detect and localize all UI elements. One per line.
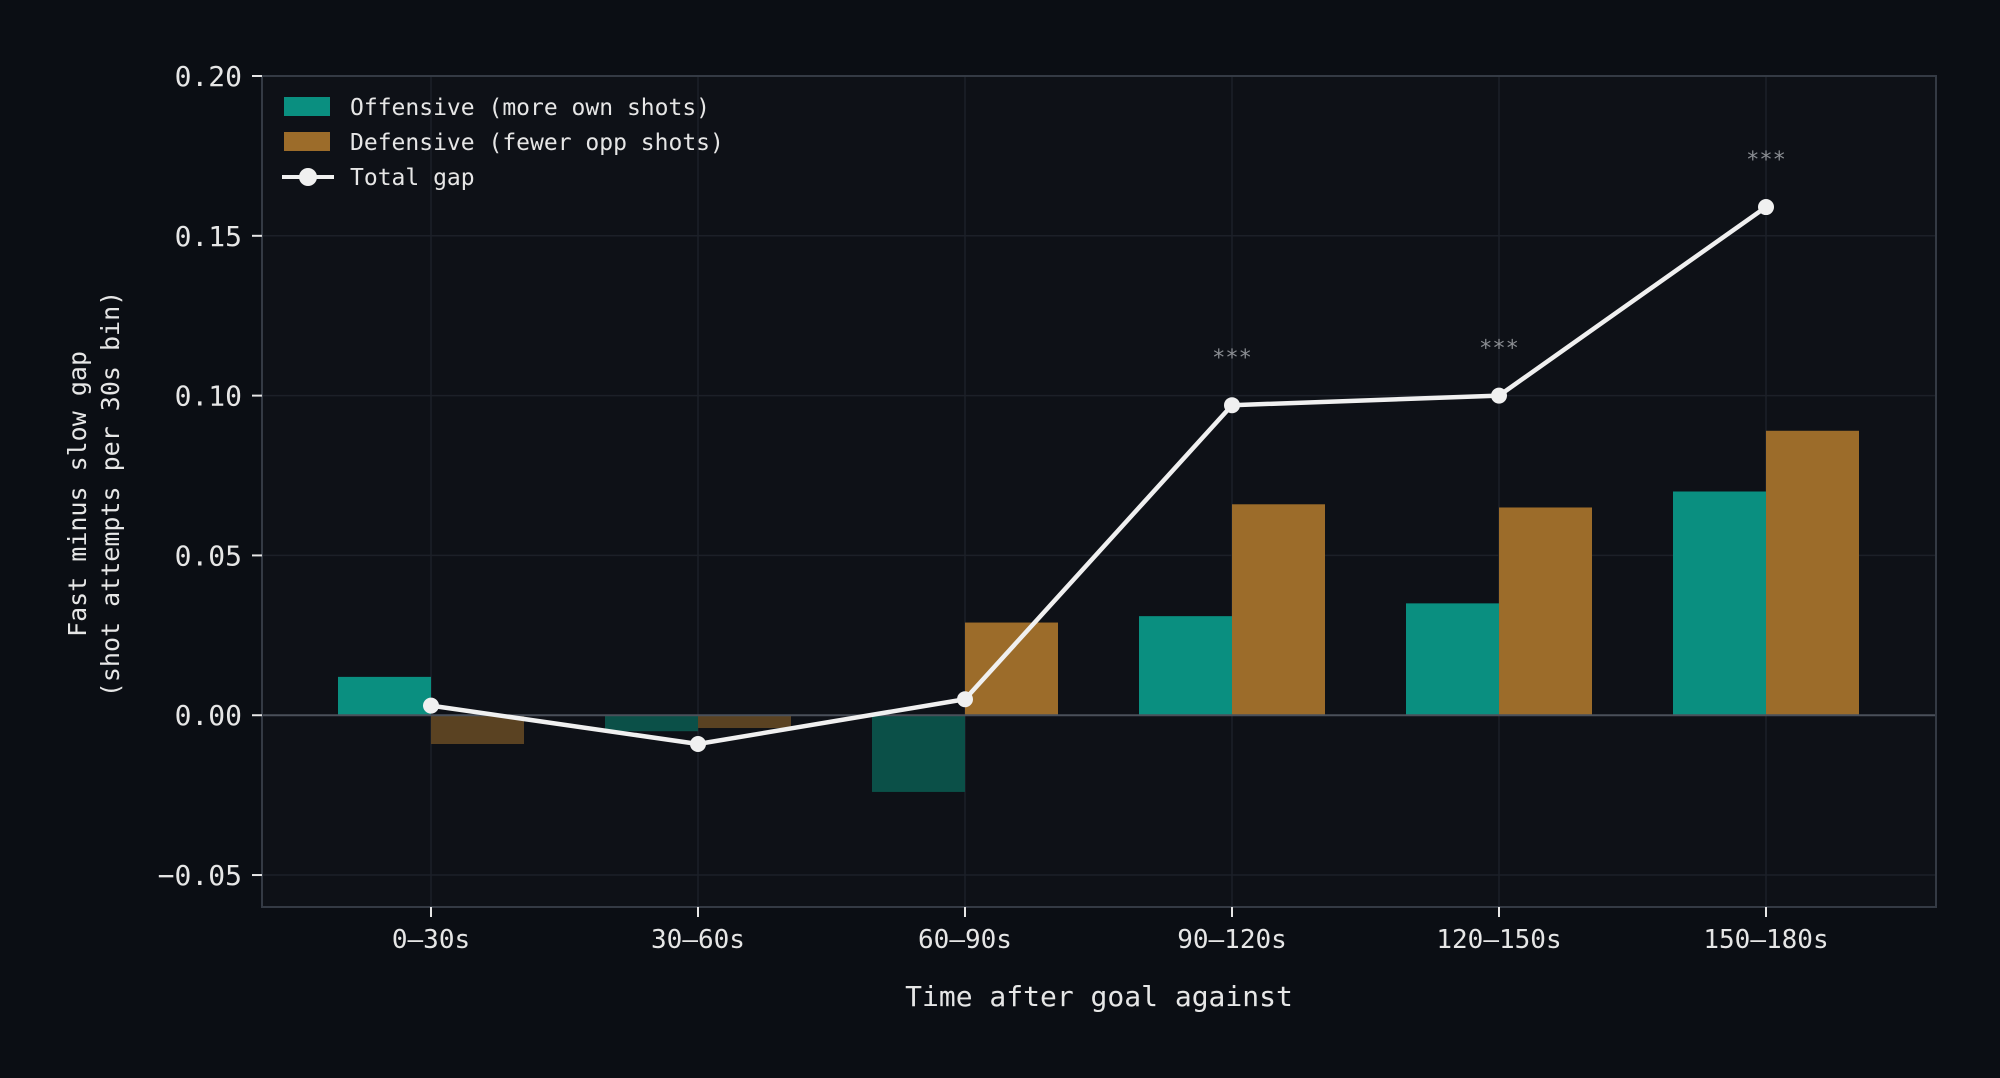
y-tick-label: −0.05 — [158, 859, 242, 892]
offensive-bar-5 — [1673, 491, 1766, 716]
bars — [338, 430, 1859, 792]
y-axis-label: Fast minus slow gap (shot attempts per 3… — [63, 291, 125, 697]
y-axis-label-line2: (shot attempts per 30s bin) — [96, 291, 125, 697]
legend-swatch-offensive — [284, 97, 330, 116]
y-tick-label: 0.20 — [175, 60, 242, 93]
total-gap-point-4 — [1491, 387, 1507, 404]
total-gap-point-3 — [1224, 397, 1240, 414]
y-tick-label: 0.10 — [175, 380, 242, 413]
y-tick-label: 0.00 — [175, 699, 242, 732]
defensive-bar-5 — [1766, 430, 1859, 716]
total-gap-series — [423, 199, 1774, 752]
y-axis-label-line1: Fast minus slow gap — [63, 351, 92, 637]
total-gap-point-2 — [957, 691, 973, 708]
total-gap-point-1 — [690, 735, 706, 752]
plot-area — [262, 76, 1936, 907]
defensive-bar-0 — [431, 715, 524, 744]
y-axis: 0.20 0.15 0.10 0.05 0.00 −0.05 — [158, 60, 262, 892]
x-tick-label: 90–120s — [1177, 925, 1287, 955]
offensive-bar-3 — [1139, 616, 1232, 716]
significance-label-4: *** — [1479, 337, 1519, 362]
total-gap-point-0 — [423, 697, 439, 714]
legend-label-total-gap: Total gap — [350, 165, 475, 191]
defensive-bar-4 — [1499, 507, 1592, 716]
x-tick-label: 30–60s — [651, 925, 745, 955]
defensive-bar-1 — [698, 715, 791, 729]
x-tick-label: 120–150s — [1436, 925, 1561, 955]
defensive-bar-3 — [1232, 504, 1325, 716]
y-tick-label: 0.05 — [175, 539, 242, 572]
x-tick-label: 150–180s — [1703, 925, 1828, 955]
legend-swatch-total-marker — [299, 168, 317, 186]
plot-frame — [261, 75, 1937, 908]
significance-label-3: *** — [1212, 346, 1252, 371]
legend-label-offensive: Offensive (more own shots) — [350, 95, 710, 121]
total-gap-point-5 — [1758, 199, 1774, 216]
offensive-bar-2 — [872, 715, 965, 792]
x-axis-label: Time after goal against — [905, 980, 1293, 1013]
defensive-bar-2 — [965, 622, 1058, 716]
total-gap-line — [430, 205, 1768, 747]
legend-label-defensive: Defensive (fewer opp shots) — [350, 130, 724, 156]
y-tick-label: 0.15 — [175, 220, 242, 253]
significance-labels: *** *** *** — [1212, 148, 1786, 371]
x-tick-label: 60–90s — [918, 925, 1012, 955]
offensive-bar-4 — [1406, 603, 1499, 716]
legend-swatch-defensive — [284, 132, 330, 151]
significance-label-5: *** — [1746, 148, 1786, 173]
grid — [262, 75, 1936, 907]
x-tick-label: 0–30s — [392, 925, 470, 955]
legend: Offensive (more own shots) Defensive (fe… — [282, 95, 724, 191]
offensive-bar-0 — [338, 676, 431, 716]
offensive-bar-1 — [605, 715, 698, 732]
x-axis: 0–30s 30–60s 60–90s 90–120s 120–150s 150–180s — [392, 907, 1829, 955]
